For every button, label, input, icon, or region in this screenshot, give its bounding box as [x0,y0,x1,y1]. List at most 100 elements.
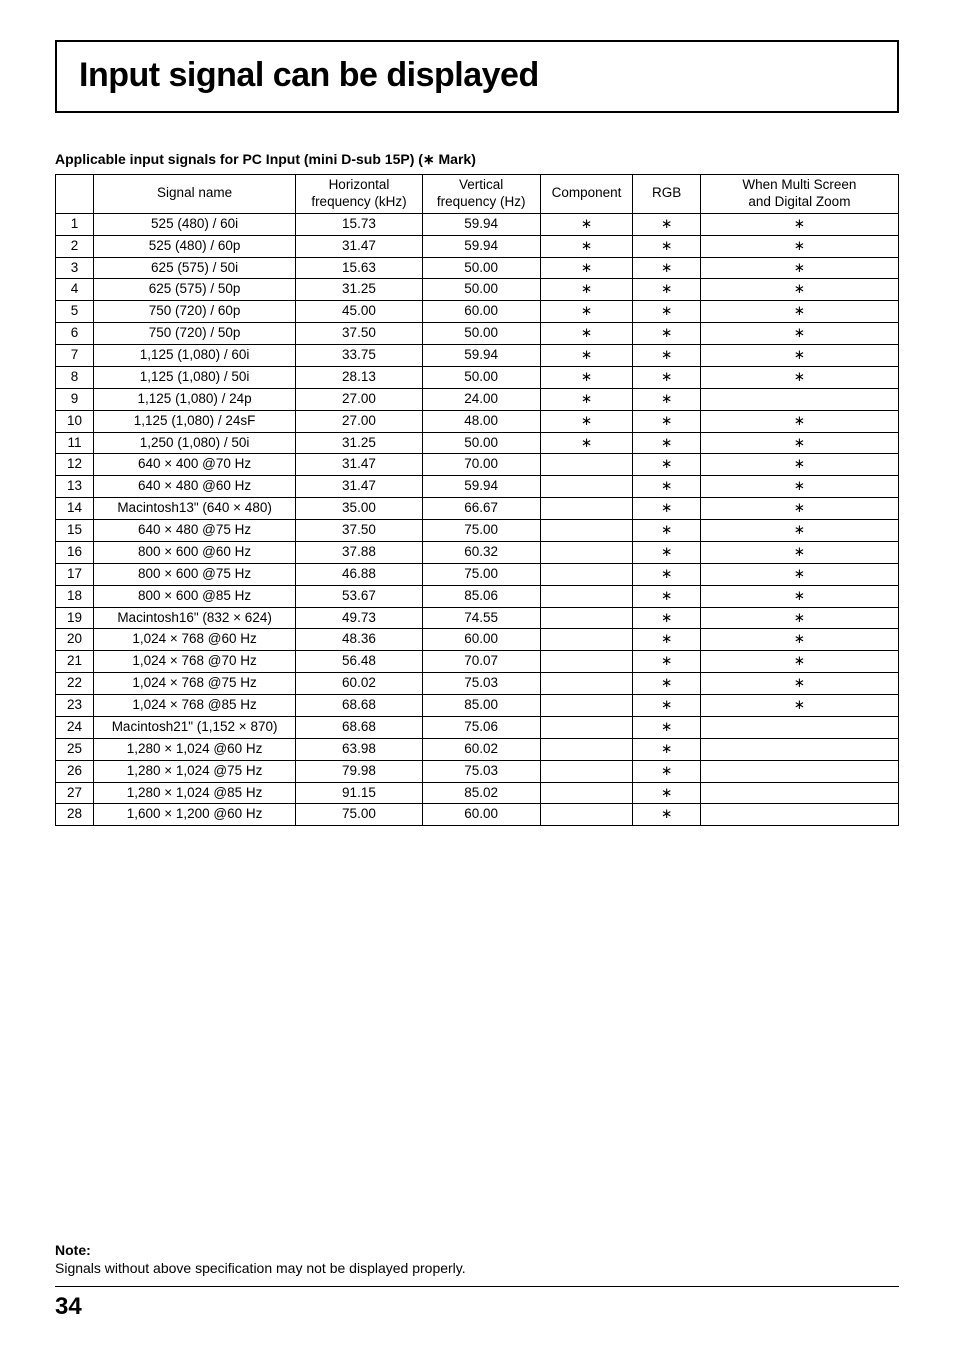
table-caption: Applicable input signals for PC Input (m… [55,151,899,168]
cell-multi: ∗ [700,213,898,235]
cell-hfreq: 31.47 [296,454,422,476]
cell-vfreq: 75.00 [422,563,540,585]
cell-multi: ∗ [700,257,898,279]
table-row: 281,600 × 1,200 @60 Hz75.0060.00∗ [56,804,899,826]
header-component: Component [540,175,633,214]
cell-vfreq: 59.94 [422,235,540,257]
header-hfreq-l2: frequency (kHz) [300,194,417,211]
cell-index: 9 [56,388,94,410]
cell-multi: ∗ [700,345,898,367]
cell-hfreq: 27.00 [296,410,422,432]
cell-signal-name: 1,280 × 1,024 @60 Hz [93,738,295,760]
cell-rgb: ∗ [633,563,700,585]
cell-index: 27 [56,782,94,804]
table-row: 271,280 × 1,024 @85 Hz91.1585.02∗ [56,782,899,804]
cell-signal-name: 800 × 600 @85 Hz [93,585,295,607]
cell-component: ∗ [540,323,633,345]
cell-hfreq: 56.48 [296,651,422,673]
cell-vfreq: 70.00 [422,454,540,476]
table-row: 14Macintosh13" (640 × 480)35.0066.67∗∗ [56,498,899,520]
table-row: 16800 × 600 @60 Hz37.8860.32∗∗ [56,541,899,563]
note-text: Signals without above specification may … [55,1260,899,1276]
cell-hfreq: 31.25 [296,432,422,454]
cell-vfreq: 59.94 [422,476,540,498]
cell-signal-name: 640 × 480 @75 Hz [93,520,295,542]
cell-vfreq: 75.00 [422,520,540,542]
table-row: 261,280 × 1,024 @75 Hz79.9875.03∗ [56,760,899,782]
cell-component: ∗ [540,213,633,235]
cell-hfreq: 37.50 [296,520,422,542]
cell-index: 24 [56,716,94,738]
header-multi-l2: and Digital Zoom [705,194,894,211]
cell-rgb: ∗ [633,279,700,301]
table-row: 1525 (480) / 60i15.7359.94∗∗∗ [56,213,899,235]
cell-index: 17 [56,563,94,585]
cell-signal-name: 800 × 600 @60 Hz [93,541,295,563]
cell-vfreq: 48.00 [422,410,540,432]
table-row: 18800 × 600 @85 Hz53.6785.06∗∗ [56,585,899,607]
cell-vfreq: 50.00 [422,366,540,388]
cell-signal-name: 525 (480) / 60p [93,235,295,257]
cell-index: 14 [56,498,94,520]
cell-multi: ∗ [700,301,898,323]
cell-multi: ∗ [700,541,898,563]
cell-vfreq: 85.06 [422,585,540,607]
table-row: 15640 × 480 @75 Hz37.5075.00∗∗ [56,520,899,542]
cell-index: 6 [56,323,94,345]
cell-vfreq: 59.94 [422,213,540,235]
cell-signal-name: 1,600 × 1,200 @60 Hz [93,804,295,826]
cell-vfreq: 85.00 [422,695,540,717]
cell-hfreq: 49.73 [296,607,422,629]
table-row: 2525 (480) / 60p31.4759.94∗∗∗ [56,235,899,257]
cell-component [540,738,633,760]
cell-signal-name: 625 (575) / 50p [93,279,295,301]
cell-signal-name: 800 × 600 @75 Hz [93,563,295,585]
cell-index: 18 [56,585,94,607]
table-row: 201,024 × 768 @60 Hz48.3660.00∗∗ [56,629,899,651]
cell-rgb: ∗ [633,738,700,760]
cell-rgb: ∗ [633,235,700,257]
cell-vfreq: 75.03 [422,673,540,695]
cell-rgb: ∗ [633,498,700,520]
cell-rgb: ∗ [633,651,700,673]
cell-component [540,607,633,629]
cell-hfreq: 63.98 [296,738,422,760]
cell-signal-name: Macintosh16" (832 × 624) [93,607,295,629]
cell-multi: ∗ [700,651,898,673]
cell-index: 26 [56,760,94,782]
cell-component [540,651,633,673]
cell-index: 21 [56,651,94,673]
cell-rgb: ∗ [633,257,700,279]
cell-component: ∗ [540,235,633,257]
cell-hfreq: 60.02 [296,673,422,695]
cell-vfreq: 75.03 [422,760,540,782]
cell-index: 10 [56,410,94,432]
header-hfreq: Horizontal frequency (kHz) [296,175,422,214]
cell-vfreq: 85.02 [422,782,540,804]
cell-index: 4 [56,279,94,301]
cell-multi: ∗ [700,432,898,454]
cell-component [540,476,633,498]
cell-index: 25 [56,738,94,760]
cell-rgb: ∗ [633,323,700,345]
cell-multi: ∗ [700,235,898,257]
header-signal: Signal name [93,175,295,214]
note: Note: [55,1242,899,1260]
cell-index: 5 [56,301,94,323]
cell-hfreq: 35.00 [296,498,422,520]
cell-rgb: ∗ [633,301,700,323]
cell-rgb: ∗ [633,366,700,388]
cell-signal-name: 1,250 (1,080) / 50i [93,432,295,454]
table-row: 251,280 × 1,024 @60 Hz63.9860.02∗ [56,738,899,760]
cell-rgb: ∗ [633,388,700,410]
cell-vfreq: 74.55 [422,607,540,629]
cell-signal-name: 625 (575) / 50i [93,257,295,279]
table-row: 12640 × 400 @70 Hz31.4770.00∗∗ [56,454,899,476]
table-row: 6750 (720) / 50p37.5050.00∗∗∗ [56,323,899,345]
table-row: 24Macintosh21" (1,152 × 870)68.6875.06∗ [56,716,899,738]
table-row: 101,125 (1,080) / 24sF27.0048.00∗∗∗ [56,410,899,432]
cell-multi: ∗ [700,520,898,542]
cell-multi: ∗ [700,454,898,476]
cell-component [540,804,633,826]
cell-rgb: ∗ [633,213,700,235]
